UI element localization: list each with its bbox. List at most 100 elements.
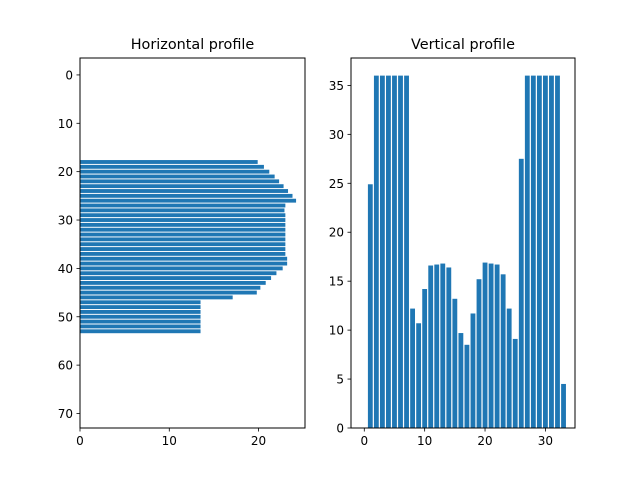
horizontal-bar xyxy=(80,213,286,218)
horizontal-bar xyxy=(80,271,277,276)
horizontal-bar xyxy=(80,314,201,319)
y-tick-label: 25 xyxy=(329,177,344,191)
horizontal-bar xyxy=(80,237,286,242)
horizontal-bar xyxy=(80,222,286,227)
y-tick-label: 50 xyxy=(58,310,73,324)
horizontal-bar xyxy=(80,309,201,314)
horizontal-bar xyxy=(80,203,286,208)
vertical-bar xyxy=(386,75,391,428)
vertical-bar xyxy=(470,313,476,428)
x-tick-label: 30 xyxy=(538,434,553,448)
vertical-profile-bars xyxy=(367,75,566,428)
vertical-bar xyxy=(464,344,470,428)
vertical-bar xyxy=(512,338,518,428)
horizontal-bar xyxy=(80,198,297,203)
horizontal-bar xyxy=(80,251,286,256)
y-tick-label: 15 xyxy=(329,275,344,289)
horizontal-bar xyxy=(80,164,264,169)
y-tick-label: 10 xyxy=(58,117,73,131)
y-tick-label: 30 xyxy=(58,214,73,228)
horizontal-bar xyxy=(80,295,233,300)
horizontal-bar xyxy=(80,208,285,213)
vertical-bar xyxy=(458,333,464,428)
horizontal-bar xyxy=(80,305,201,310)
horizontal-bar xyxy=(80,184,284,189)
horizontal-profile-title: Horizontal profile xyxy=(131,37,255,53)
y-tick-label: 35 xyxy=(329,79,344,93)
vertical-bar xyxy=(392,75,397,428)
vertical-profile-ticks: 0 10 20 30 0 5 10 15 20 25 30 35 xyxy=(329,79,553,448)
vertical-bar xyxy=(518,158,524,428)
horizontal-bar xyxy=(80,266,283,271)
vertical-bar xyxy=(494,264,500,428)
horizontal-bar xyxy=(80,189,289,193)
vertical-bar xyxy=(446,267,452,428)
vertical-bar xyxy=(410,308,415,428)
horizontal-bar xyxy=(80,227,286,232)
horizontal-profile-bars xyxy=(80,160,297,334)
vertical-bar xyxy=(379,75,385,428)
vertical-bar xyxy=(367,184,373,428)
vertical-bar xyxy=(440,263,446,428)
vertical-bar xyxy=(422,289,428,428)
vertical-bar xyxy=(428,265,434,428)
y-tick-label: 20 xyxy=(329,226,344,240)
x-tick-label: 20 xyxy=(251,434,266,448)
horizontal-bar xyxy=(80,169,270,174)
horizontal-bar xyxy=(80,290,257,295)
horizontal-profile-ticks: 0 10 20 0 10 20 30 40 50 60 70 xyxy=(58,68,266,448)
y-tick-label: 60 xyxy=(58,359,73,373)
y-tick-label: 40 xyxy=(58,262,73,276)
x-tick-label: 10 xyxy=(162,434,177,448)
vertical-bar xyxy=(416,323,422,428)
horizontal-bar xyxy=(80,242,286,247)
horizontal-profile-axes-frame xyxy=(79,57,306,429)
horizontal-profile-chart: Horizontal profile 0 10 20 0 10 20 30 40 50 60 70 xyxy=(58,37,306,448)
vertical-profile-title: Vertical profile xyxy=(411,37,515,53)
vertical-bar xyxy=(530,75,536,428)
horizontal-bar xyxy=(80,276,272,280)
y-tick-label: 0 xyxy=(336,422,344,436)
vertical-bar xyxy=(398,75,403,428)
vertical-bar xyxy=(488,263,494,428)
y-tick-label: 30 xyxy=(329,128,344,142)
horizontal-bar xyxy=(80,256,288,261)
vertical-bar xyxy=(561,383,566,428)
vertical-bar xyxy=(482,262,488,428)
y-tick-label: 0 xyxy=(65,68,73,82)
vertical-bar xyxy=(524,75,530,428)
vertical-profile-axes-frame xyxy=(350,57,576,429)
y-tick-label: 20 xyxy=(58,165,73,179)
vertical-bar xyxy=(500,274,506,428)
horizontal-bar xyxy=(80,329,201,334)
horizontal-bar xyxy=(80,174,275,179)
horizontal-bar xyxy=(80,324,201,329)
vertical-bar xyxy=(476,279,482,428)
vertical-bar xyxy=(373,75,379,428)
horizontal-bar xyxy=(80,261,288,266)
x-tick-label: 10 xyxy=(417,434,432,448)
vertical-bar xyxy=(543,75,548,428)
vertical-bar xyxy=(549,75,554,428)
vertical-bar xyxy=(506,308,512,428)
x-tick-label: 20 xyxy=(477,434,492,448)
horizontal-bar xyxy=(80,179,280,184)
horizontal-bar xyxy=(80,193,293,198)
x-tick-label: 0 xyxy=(360,434,368,448)
horizontal-bar xyxy=(80,319,201,324)
horizontal-bar xyxy=(80,285,261,290)
vertical-bar xyxy=(536,75,542,428)
horizontal-bar xyxy=(80,247,286,251)
vertical-bar xyxy=(434,264,440,428)
vertical-profile-chart: Vertical profile 0 10 20 30 0 5 10 15 20 25 30 35 xyxy=(329,37,576,448)
horizontal-bar xyxy=(80,232,286,237)
horizontal-bar xyxy=(80,280,266,285)
horizontal-bar xyxy=(80,160,258,164)
x-tick-label: 0 xyxy=(76,434,84,448)
horizontal-bar xyxy=(80,300,201,305)
vertical-bar xyxy=(555,75,560,428)
horizontal-bar xyxy=(80,218,286,222)
y-tick-label: 70 xyxy=(58,407,73,421)
y-tick-label: 10 xyxy=(329,324,344,338)
